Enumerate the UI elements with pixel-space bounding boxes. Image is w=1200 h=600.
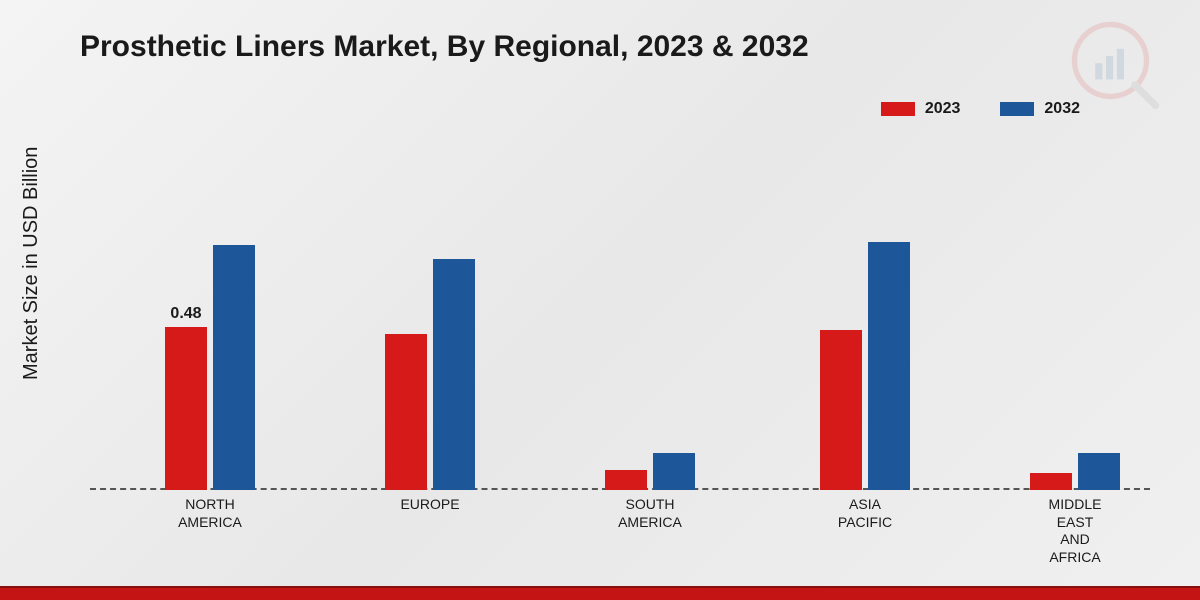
legend-item-2023: 2023	[881, 100, 961, 118]
y-axis-label: Market Size in USD Billion	[20, 147, 43, 380]
bar-value-label: 0.48	[170, 305, 201, 323]
bar-2023	[385, 334, 427, 490]
legend-label-2032: 2032	[1044, 100, 1080, 118]
logo-bar2-icon	[1106, 56, 1113, 79]
chart-container: Prosthetic Liners Market, By Regional, 2…	[0, 0, 1200, 600]
bar-2023	[1030, 473, 1072, 490]
bar-2032	[868, 242, 910, 490]
bar-group	[810, 242, 920, 490]
bar-2023	[605, 470, 647, 490]
x-axis-category-label: SOUTH AMERICA	[575, 496, 725, 531]
logo-handle-icon	[1135, 85, 1156, 106]
x-axis-category-label: NORTH AMERICA	[135, 496, 285, 531]
x-axis-labels: NORTH AMERICA EUROPE SOUTH AMERICA ASIA PAC…	[90, 496, 1150, 576]
legend-label-2023: 2023	[925, 100, 961, 118]
plot-area: 0.48	[90, 150, 1150, 490]
bar-2032	[653, 453, 695, 490]
x-axis-category-label: EUROPE	[355, 496, 505, 514]
legend-item-2032: 2032	[1000, 100, 1080, 118]
bar-2023	[820, 330, 862, 490]
logo-bar1-icon	[1095, 63, 1102, 79]
bar-2032	[433, 259, 475, 490]
logo-bar3-icon	[1117, 49, 1124, 80]
bar-2023: 0.48	[165, 327, 207, 490]
legend-swatch-2023	[881, 102, 915, 116]
bar-2032	[1078, 453, 1120, 490]
bar-2032	[213, 245, 255, 490]
footer-accent-bar	[0, 586, 1200, 600]
bar-group	[375, 259, 485, 490]
watermark-logo	[1070, 20, 1160, 110]
chart-title: Prosthetic Liners Market, By Regional, 2…	[80, 30, 809, 64]
bar-group	[1020, 453, 1130, 490]
x-axis-category-label: MIDDLE EAST AND AFRICA	[1000, 496, 1150, 566]
legend: 2023 2032	[881, 100, 1080, 118]
legend-swatch-2032	[1000, 102, 1034, 116]
x-axis-category-label: ASIA PACIFIC	[790, 496, 940, 531]
bar-group: 0.48	[155, 245, 265, 490]
bar-group	[595, 453, 705, 490]
